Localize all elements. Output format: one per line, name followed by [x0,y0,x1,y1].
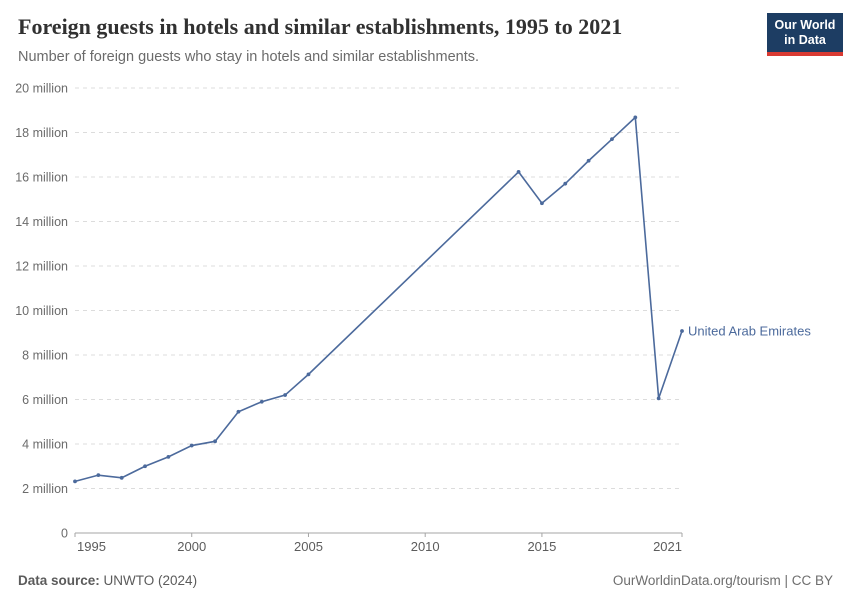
chart-subtitle: Number of foreign guests who stay in hot… [18,49,479,66]
data-point [633,115,638,120]
y-axis-tick-label: 20 million [15,81,68,95]
y-axis-tick-label: 14 million [15,215,68,229]
y-axis-tick-label: 10 million [15,304,68,318]
data-point [143,464,147,469]
data-point [96,473,101,478]
data-point [213,439,217,444]
data-source-label: Data source: [18,573,100,588]
x-axis-tick-label: 2000 [177,539,206,554]
data-point [73,479,77,484]
data-source-value: UNWTO (2024) [103,573,198,588]
data-point [283,393,288,397]
data-point [586,158,591,163]
x-axis-tick-label: 2021 [653,539,682,554]
y-axis-tick-label: 4 million [22,437,68,451]
data-point [189,443,194,448]
data-point [540,201,544,206]
x-axis-tick-label: 2005 [294,539,323,554]
data-line [74,115,683,483]
entity-label: United Arab Emirates [688,324,811,339]
data-source: Data source: UNWTO (2024) [18,573,197,588]
owid-logo: Our World in Data [767,13,843,56]
footer-link[interactable]: OurWorldinData.org/tourism | CC BY [612,573,833,588]
x-axis-tick-label: 2010 [411,539,440,554]
y-axis-tick-label: 16 million [15,170,68,184]
y-axis-tick-label: 8 million [22,348,68,362]
y-axis-tick-label: 6 million [22,393,68,407]
data-point [680,329,684,333]
data-point [236,409,241,414]
chart-header: Foreign guests in hotels and similar est… [18,14,750,67]
data-point [610,137,614,142]
owid-logo-line2: in Data [784,33,826,47]
y-axis-tick-label: 0 [61,526,68,540]
data-point [119,475,124,480]
chart-footer: Data source: UNWTO (2024) OurWorldinData… [18,573,833,588]
data-point [563,181,568,186]
owid-logo-line1: Our World [774,18,836,32]
data-point [166,455,171,459]
x-axis-tick-label: 2015 [527,539,556,554]
y-axis-tick-label: 12 million [15,259,68,273]
data-point [306,372,311,377]
data-point [656,396,661,401]
data-point [516,169,521,174]
x-axis-tick-label: 1995 [77,539,106,554]
y-axis-tick-label: 2 million [22,482,68,496]
y-axis-tick-label: 18 million [15,126,68,140]
chart-title: Foreign guests in hotels and similar est… [18,14,623,39]
data-point [259,399,264,404]
